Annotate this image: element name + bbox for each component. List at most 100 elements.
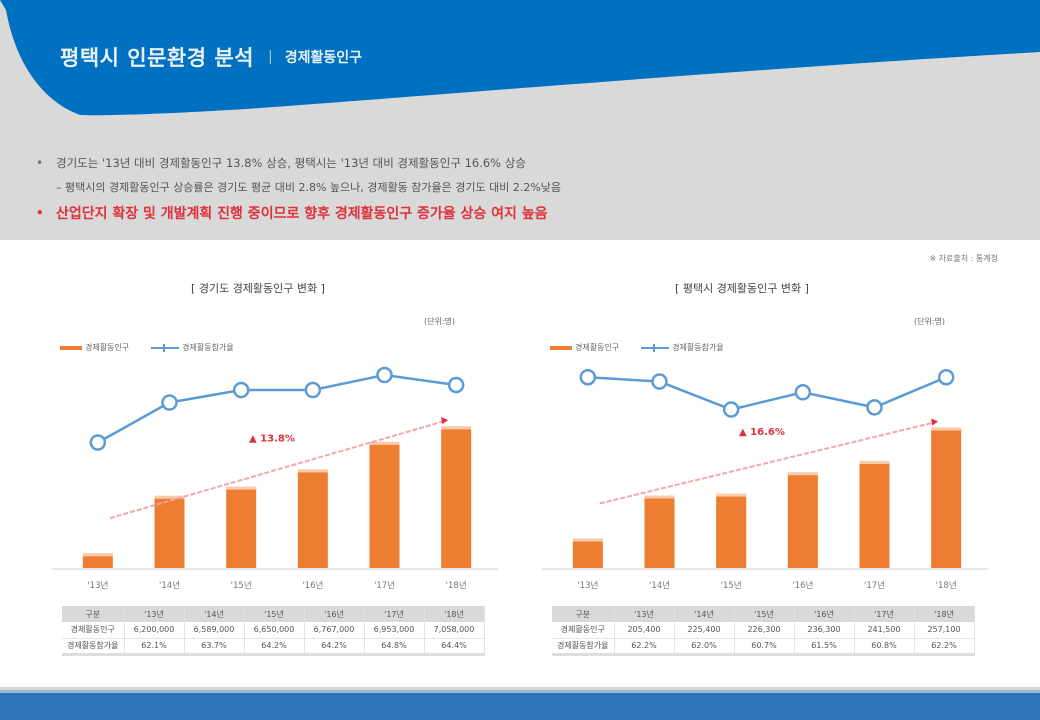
table-cell: 경제활동참가율 bbox=[552, 638, 615, 656]
summary-line-1: • 경기도는 '13년 대비 경제활동인구 13.8% 상승, 평택시는 '13… bbox=[36, 150, 1016, 176]
bar bbox=[859, 463, 890, 568]
table-cell: 241,500 bbox=[854, 622, 915, 639]
legend-label: 경제활동인구 bbox=[85, 343, 130, 352]
table-cell: 62.2% bbox=[914, 638, 975, 656]
x-tick-label: '13년 bbox=[87, 580, 108, 591]
legend-label: 경제활동참가율 bbox=[182, 343, 234, 352]
x-tick-label: '16년 bbox=[792, 580, 813, 591]
table-header-cell: '15년 bbox=[244, 606, 305, 622]
bar bbox=[369, 444, 400, 568]
table-row: 경제활동참가율 62.1% 63.7% 64.2% 64.2% 64.8% 64… bbox=[62, 638, 485, 656]
legend-line-swatch-icon bbox=[641, 343, 670, 352]
legend-item-population: 경제활동인구 bbox=[550, 342, 619, 353]
table-cell: 64.4% bbox=[424, 638, 485, 656]
table-cell: 60.8% bbox=[854, 638, 915, 656]
title-separator: | bbox=[268, 49, 273, 65]
bar-cap bbox=[716, 493, 747, 497]
x-tick-label: '16년 bbox=[302, 580, 323, 591]
table-header-cell: '14년 bbox=[184, 606, 245, 622]
table-cell: 6,767,000 bbox=[304, 622, 365, 639]
legend-label: 경제활동인구 bbox=[575, 343, 620, 352]
bar-cap bbox=[787, 472, 818, 476]
bar bbox=[226, 489, 257, 568]
chart-unit: (단위:명) bbox=[913, 317, 945, 326]
legend-label: 경제활동참가율 bbox=[672, 343, 724, 352]
rate-point bbox=[447, 376, 465, 394]
summary-text-1: 경기도는 '13년 대비 경제활동인구 13.8% 상승, 평택시는 '13년 … bbox=[56, 156, 526, 170]
page-header: 평택시 인문환경 분석 | 경제활동인구 bbox=[60, 42, 362, 72]
footer-divider-accent bbox=[0, 690, 1040, 693]
rate-point bbox=[376, 366, 393, 384]
rate-point bbox=[161, 394, 178, 411]
table-header-cell: '16년 bbox=[304, 606, 365, 622]
rate-point bbox=[722, 401, 740, 418]
legend-bar-swatch-icon bbox=[550, 345, 572, 350]
bar-cap bbox=[82, 553, 113, 557]
table-cell: 62.1% bbox=[124, 638, 185, 656]
footer-divider bbox=[0, 687, 1040, 690]
chart-plot: ▲ 13.8% '13년 '14년 '15년 '16년 '17년 '18년 bbox=[52, 366, 498, 591]
summary-text-3: 산업단지 확장 및 개발계획 진행 중이므로 향후 경제활동인구 증가율 상승 … bbox=[56, 206, 548, 222]
legend-bar-swatch-icon bbox=[60, 345, 82, 350]
x-tick-label: '15년 bbox=[231, 580, 252, 591]
rate-point bbox=[794, 384, 812, 401]
x-tick-label: '17년 bbox=[864, 580, 885, 591]
data-table: 구분 '13년 '14년 '15년 '16년 '17년 '18년 경제활동인구 … bbox=[552, 606, 975, 656]
bar bbox=[297, 472, 328, 568]
table-header-cell: 구분 bbox=[62, 606, 125, 622]
data-table: 구분 '13년 '14년 '15년 '16년 '17년 '18년 경제활동인구 … bbox=[62, 606, 485, 656]
rate-point bbox=[304, 381, 322, 399]
bar-cap bbox=[154, 495, 185, 499]
rate-point bbox=[651, 373, 668, 390]
chart-legend: 경제활동인구 경제활동참가율 bbox=[60, 342, 256, 353]
table-cell: 6,200,000 bbox=[124, 622, 185, 639]
trend-arrow-line bbox=[109, 420, 445, 520]
trend-arrow-head-icon bbox=[931, 418, 939, 426]
table-cell: 225,400 bbox=[674, 622, 735, 639]
table-cell: 경제활동참가율 bbox=[62, 638, 125, 656]
bar bbox=[716, 496, 747, 568]
rate-point bbox=[89, 434, 107, 451]
table-cell: 61.5% bbox=[794, 638, 855, 656]
summary-line-3: • 산업단지 확장 및 개발계획 진행 중이므로 향후 경제활동인구 증가율 상… bbox=[36, 198, 1016, 228]
footer-bar bbox=[0, 693, 1040, 720]
bar-cap bbox=[572, 538, 603, 542]
bullet-icon: • bbox=[36, 156, 44, 170]
table-header-cell: '13년 bbox=[614, 606, 675, 622]
table-cell: 64.2% bbox=[244, 638, 305, 656]
x-tick-label: '18년 bbox=[446, 580, 467, 591]
table-cell: 6,589,000 bbox=[184, 622, 245, 639]
legend-item-rate: 경제활동참가율 bbox=[641, 342, 724, 353]
summary-section: • 경기도는 '13년 대비 경제활동인구 13.8% 상승, 평택시는 '13… bbox=[36, 150, 1016, 228]
x-tick-label: '13년 bbox=[577, 580, 598, 591]
table-header-cell: '18년 bbox=[424, 606, 485, 622]
legend-item-rate: 경제활동참가율 bbox=[151, 342, 234, 353]
table-cell: 64.8% bbox=[364, 638, 425, 656]
bar bbox=[82, 556, 113, 568]
trend-arrow-line bbox=[599, 421, 935, 505]
rate-point bbox=[866, 399, 883, 416]
table-header-cell: '17년 bbox=[364, 606, 425, 622]
legend-line-swatch-icon bbox=[151, 343, 180, 352]
table-header-cell: '14년 bbox=[674, 606, 735, 622]
table-header-cell: '17년 bbox=[854, 606, 915, 622]
table-header-cell: '13년 bbox=[124, 606, 185, 622]
bar-cap bbox=[226, 486, 257, 490]
rate-line bbox=[97, 373, 457, 444]
table-cell: 257,100 bbox=[914, 622, 975, 639]
summary-line-2: – 평택시의 경제활동인구 상승률은 경기도 평균 대비 2.8% 높으나, 경… bbox=[36, 176, 1016, 198]
table-row: 경제활동참가율 62.2% 62.0% 60.7% 61.5% 60.8% 62… bbox=[552, 638, 975, 656]
table-cell: 6,650,000 bbox=[244, 622, 305, 639]
bar-cap bbox=[297, 469, 328, 473]
summary-text-2: – 평택시의 경제활동인구 상승률은 경기도 평균 대비 2.8% 높으나, 경… bbox=[56, 181, 562, 194]
table-cell: 62.0% bbox=[674, 638, 735, 656]
x-tick-label: '14년 bbox=[159, 580, 180, 591]
growth-annotation: ▲ 13.8% bbox=[249, 434, 295, 445]
x-tick-label: '18년 bbox=[936, 580, 957, 591]
table-cell: 경제활동인구 bbox=[62, 622, 125, 639]
bar bbox=[644, 498, 675, 568]
table-header-row: 구분 '13년 '14년 '15년 '16년 '17년 '18년 bbox=[62, 606, 485, 622]
rate-line bbox=[587, 375, 947, 411]
table-header-row: 구분 '13년 '14년 '15년 '16년 '17년 '18년 bbox=[552, 606, 975, 622]
bullet-icon: • bbox=[36, 206, 44, 220]
